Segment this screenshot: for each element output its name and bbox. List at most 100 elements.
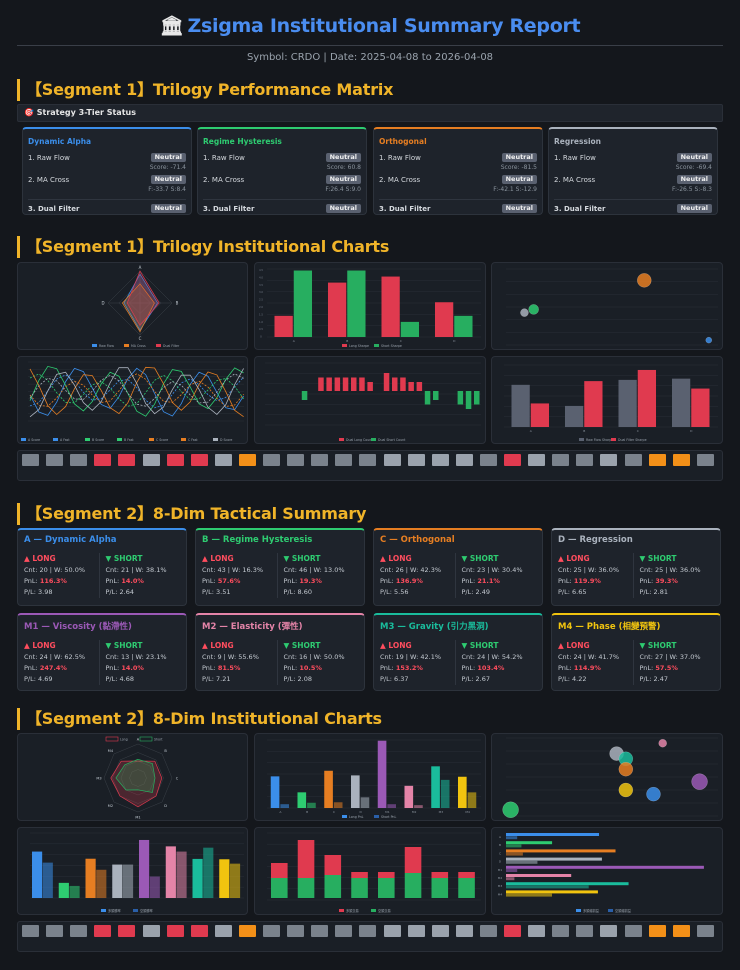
trades-long-bar <box>458 872 475 878</box>
line-series <box>29 373 244 407</box>
dual-filter-row: 3. Dual Filter Neutral <box>379 203 537 214</box>
signal-tile <box>335 925 353 937</box>
legend-label: 空頭總損益 <box>615 908 632 913</box>
card-divider <box>379 199 537 200</box>
dual-long-bar <box>342 377 349 391</box>
radar-grid <box>112 752 164 804</box>
signal-tile <box>431 454 449 466</box>
section-title-trilogy-charts: 【Segment 1】Trilogy Institutional Charts <box>17 236 723 258</box>
line-series <box>29 373 244 407</box>
tick-label: B <box>346 339 348 343</box>
hbar-short <box>506 877 515 881</box>
trilogy-card-1: Regime Hysteresis 1. Raw Flow Neutral Sco… <box>197 127 367 215</box>
legend-label: 多頭勝率 <box>108 908 122 913</box>
legend-label: 空頭交易 <box>378 908 391 913</box>
dual-short-bar <box>301 391 308 400</box>
bar-B-1 <box>347 270 366 337</box>
legend-label: Long <box>120 738 128 742</box>
winrate-long-bar <box>58 882 69 898</box>
legend-label: A Score <box>28 438 40 442</box>
tick-label: M2 <box>498 876 503 880</box>
winrate-short-bar <box>176 851 187 898</box>
bar-A-1 <box>530 403 550 427</box>
bar-M2-0 <box>404 785 414 808</box>
pnl-label: PnL: <box>639 577 656 585</box>
ma-cross-row: 2. MA Cross Neutral <box>379 174 537 185</box>
pnl-label: PnL: <box>202 577 218 585</box>
signal-tile <box>431 925 449 937</box>
bar-B-0 <box>297 792 307 808</box>
raw-flow-score: Score: -71.4 <box>149 164 186 171</box>
dual-filter-label: 3. Dual Filter <box>554 204 606 213</box>
legend-label: Raw Flow <box>99 344 114 348</box>
hbar-long <box>506 849 616 853</box>
signal-tile <box>311 925 329 937</box>
trades-short-bar <box>378 878 395 898</box>
bar-A-1 <box>293 270 313 337</box>
trades-long-bar <box>404 847 422 873</box>
legend-label: Dual Filter <box>163 344 180 348</box>
status-badge: Neutral <box>676 153 712 162</box>
signal-tile <box>479 925 497 937</box>
ma-cross-label: 2. MA Cross <box>203 175 245 184</box>
raw-flow-label: 1. Raw Flow <box>554 153 596 162</box>
chart-8dim-winrate: 多頭勝率 空頭勝率 <box>17 827 248 915</box>
dual-long-bar <box>400 377 406 391</box>
tactical-card-name: B — Regime Hysteresis <box>202 535 313 545</box>
legend-swatch <box>576 909 581 912</box>
long-header: ▲ LONG <box>380 641 412 650</box>
tactical-card-3: D — Regression ▲ LONG Cnt: 25 | W: 36.0%… <box>551 528 721 606</box>
legend-swatch <box>181 438 186 441</box>
raw-flow-label: 1. Raw Flow <box>379 153 421 162</box>
scatter-point <box>520 308 529 317</box>
signal-tile <box>552 454 570 466</box>
tick-label: 0 <box>260 335 262 339</box>
winrate-short-bar <box>42 862 53 898</box>
radar-axis-label: D <box>101 301 104 306</box>
bar-C-1 <box>333 802 343 808</box>
pnl-label: PnL: <box>558 577 574 585</box>
signal-tile <box>407 925 425 937</box>
legend-swatch <box>579 438 584 441</box>
signal-tile <box>504 925 521 937</box>
signal-tile <box>504 454 521 466</box>
section-title-8dim-summary: 【Segment 2】8-Dim Tactical Summary <box>17 503 723 525</box>
dual-long-bar <box>318 377 324 391</box>
scatter-point <box>705 336 713 344</box>
legend-swatch <box>117 438 122 441</box>
ma-cross-row: 2. MA Cross Neutral <box>28 174 186 185</box>
long-count: Cnt: 19 | W: 42.1% <box>380 653 442 661</box>
strategy-status-bar: 🎯 Strategy 3-Tier Status <box>17 104 723 122</box>
bar-D-1 <box>691 388 710 427</box>
scatter-point <box>658 738 667 748</box>
signal-tile <box>576 925 594 937</box>
tick-label: B <box>306 810 308 814</box>
winrate-short-bar <box>122 864 134 898</box>
pnl-value: 114.9% <box>573 664 601 672</box>
short-column: ▼ SHORT Cnt: 25 | W: 36.0% PnL: 39.3% P/… <box>632 553 715 598</box>
hbar-long <box>506 865 704 869</box>
dual-filter-row: 3. Dual Filter Neutral <box>28 203 186 214</box>
pnl-label: PnL: <box>461 577 478 585</box>
radar-series <box>126 270 160 327</box>
signal-tile <box>118 925 136 937</box>
signal-tile <box>287 925 305 937</box>
ma-cross-label: 2. MA Cross <box>554 175 596 184</box>
winrate-long-bar <box>165 846 176 898</box>
tactical-card-4: M1 — Viscosity (黏滯性) ▲ LONG Cnt: 24 | W:… <box>17 613 187 691</box>
legend-swatch <box>342 815 347 818</box>
legend-swatch <box>85 438 90 441</box>
dual-short-bar <box>465 391 472 409</box>
tick-label: 4.0 <box>259 275 263 279</box>
bar-M4-1 <box>467 792 477 808</box>
legend-label: 多頭交易 <box>346 908 359 913</box>
tick-label: A <box>530 429 533 433</box>
long-pnl: PnL: 116.3% <box>24 576 99 587</box>
legend-swatch <box>374 344 379 347</box>
short-column: ▼ SHORT Cnt: 13 | W: 23.1% PnL: 14.0% P/… <box>98 640 181 685</box>
long-pl: P/L: 4.22 <box>558 675 587 683</box>
tick-label: D <box>359 810 362 814</box>
status-badge: Neutral <box>501 175 537 184</box>
legend-swatch <box>339 909 344 912</box>
short-pnl: PnL: 103.4% <box>462 663 537 674</box>
